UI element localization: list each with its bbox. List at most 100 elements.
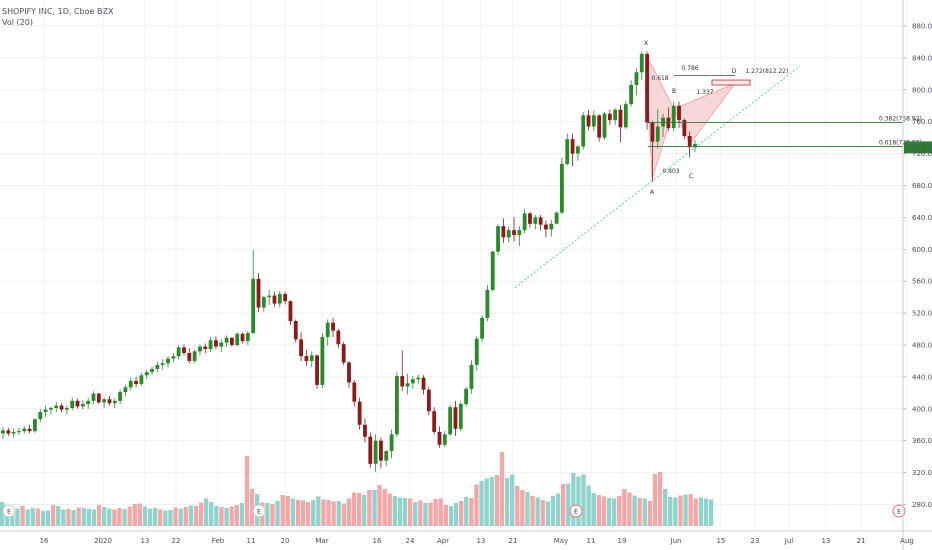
volume-bar (306, 502, 311, 526)
volume-bar (550, 496, 556, 526)
y-tick-label: 440.00 (912, 373, 932, 381)
volume-bar (234, 505, 239, 526)
volume-bar (367, 490, 372, 526)
pattern-label-a: A (650, 189, 655, 196)
volume-bar (627, 492, 632, 526)
candle-body (245, 333, 250, 342)
volume-bar (290, 498, 295, 526)
volume-bar (530, 496, 535, 526)
candle-body (464, 388, 469, 405)
volume-bar (535, 497, 540, 526)
x-tick-label: 16 (40, 537, 49, 545)
candle-body (602, 113, 607, 138)
volume-bars (0, 452, 714, 526)
y-tick-label: 400.00 (912, 405, 932, 413)
candle-body (682, 120, 687, 137)
volume-bar (545, 501, 550, 526)
earnings-marker[interactable] (2, 504, 16, 518)
y-tick-label: 680.00 (912, 182, 932, 190)
candle-body (325, 322, 330, 338)
candle-body (442, 434, 447, 445)
volume-bar (163, 510, 168, 526)
volume-bar (86, 509, 91, 526)
volume-bar (107, 508, 112, 526)
pattern-label-b: B (672, 88, 676, 95)
candle-body (554, 212, 559, 224)
volume-bar (581, 474, 586, 526)
earnings-marker[interactable] (252, 504, 266, 518)
volume-bar (158, 509, 163, 526)
x-tick-label: 19 (618, 537, 627, 545)
candle-body (618, 109, 623, 128)
volume-bar (617, 496, 622, 526)
candle-body (634, 72, 639, 86)
candle-body (299, 339, 303, 357)
y-tick-label: 480.00 (912, 342, 932, 350)
x-tick-label: 20 (281, 537, 290, 545)
candle-body (112, 400, 117, 404)
candle-body (570, 139, 575, 154)
candle-body (64, 408, 69, 410)
volume-indicator-label: Vol (20) (2, 18, 33, 27)
candle-body (96, 393, 101, 403)
ratio-label-0786: 0.786 (681, 65, 698, 72)
volume-bar (469, 498, 474, 526)
volume-bar (591, 493, 596, 526)
candle-body (501, 226, 506, 238)
candle-body (224, 337, 229, 343)
x-tick-label: 11 (587, 537, 596, 545)
candle-body (229, 337, 234, 345)
volume-bar (351, 492, 357, 526)
earnings-marker[interactable] (892, 504, 906, 518)
candle-body (389, 434, 394, 452)
candle-body (43, 409, 48, 412)
x-tick-label: Feb (212, 537, 225, 545)
grid (0, 0, 908, 530)
volume-bar (453, 503, 459, 526)
fib-level-618-label: 0.618(728.88) (879, 140, 922, 147)
candle-body (597, 115, 602, 138)
volume-bar (683, 494, 688, 526)
volume-bar (392, 496, 397, 526)
candle-body (384, 451, 389, 461)
volume-bar (0, 502, 5, 526)
volume-bar (66, 509, 71, 526)
volume-bar (132, 504, 137, 526)
candle-body (341, 344, 346, 363)
candle-body (607, 113, 612, 121)
candle-body (629, 85, 634, 105)
candle-body (432, 411, 437, 432)
volume-bar (637, 498, 642, 526)
candle-body (123, 387, 128, 393)
volume-bar (229, 506, 234, 526)
volume-bar (224, 508, 229, 526)
d-target-zone (711, 79, 751, 86)
volume-bar (387, 493, 392, 526)
volume-bar (668, 497, 673, 526)
volume-bar (601, 496, 607, 526)
volume-bar (127, 506, 132, 526)
y-tick-label: 360.00 (912, 437, 932, 445)
candle-body (591, 115, 596, 127)
volume-bar (112, 509, 117, 526)
volume-bar (346, 498, 352, 526)
candle-body (373, 440, 378, 464)
volume-bar (117, 508, 122, 526)
candle-body (677, 105, 681, 121)
pattern-label-d: D (732, 68, 737, 75)
x-tick-label: 13 (822, 537, 831, 545)
volume-bar (30, 508, 35, 526)
volume-bar (448, 506, 454, 526)
x-tick-label: 11 (247, 537, 256, 545)
x-tick-label: 23 (751, 537, 760, 545)
x-tick-label: Jun (670, 537, 682, 545)
volume-bar (280, 495, 285, 526)
earnings-marker[interactable] (569, 504, 583, 518)
volume-bar (102, 507, 107, 526)
y-tick-label: 520.00 (912, 310, 932, 318)
candle-body (315, 355, 319, 385)
candle-body (214, 340, 218, 347)
candle-body (480, 317, 484, 339)
volume-bar (540, 500, 545, 526)
